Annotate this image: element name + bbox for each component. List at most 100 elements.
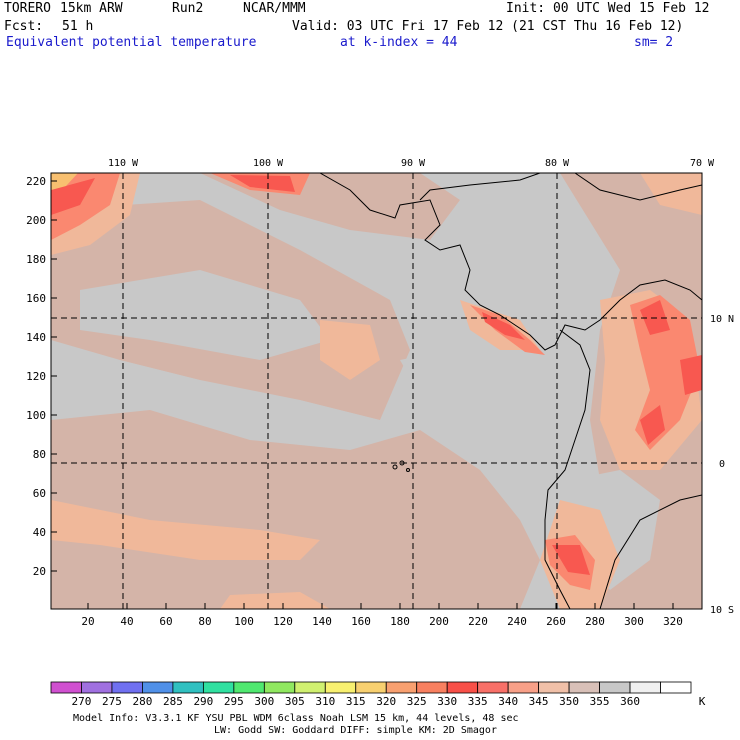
colorbar-label: 305	[285, 695, 305, 708]
lon-label: 90 W	[401, 158, 426, 169]
forecast-hour: 51 h	[62, 19, 94, 34]
colorbar-label: 340	[498, 695, 518, 708]
y-tick-label: 140	[26, 331, 46, 344]
salmon-region	[51, 500, 320, 560]
colorbar-label: 320	[376, 695, 396, 708]
smoothing-label: sm= 2	[634, 35, 674, 50]
lat-label: 0	[719, 459, 725, 470]
colorbar-label: 295	[224, 695, 244, 708]
x-tick-label: 240	[507, 615, 527, 628]
lon-label: 70 W	[690, 158, 715, 169]
colorbar-label: 290	[193, 695, 213, 708]
salmon-region	[640, 173, 702, 215]
colorbar-swatch	[50, 681, 82, 694]
y-tick-label: 100	[26, 409, 46, 422]
colorbar-label: 355	[590, 695, 610, 708]
lon-label: 110 W	[108, 158, 139, 169]
graticule	[51, 173, 702, 609]
colorbar-label: 345	[529, 695, 549, 708]
y-tick-label: 200	[26, 214, 46, 227]
colorbar-swatch	[599, 681, 631, 694]
salmon-region	[220, 592, 330, 609]
x-tick-label: 20	[81, 615, 94, 628]
colorbar-label: 315	[346, 695, 366, 708]
colorbar-swatch	[202, 681, 235, 694]
colorbar-label: 330	[437, 695, 457, 708]
x-tick-label: 320	[663, 615, 683, 628]
colorbar-swatch	[629, 681, 661, 694]
warm-region	[51, 410, 540, 609]
hot-region	[640, 405, 665, 445]
x-tick-label: 200	[429, 615, 449, 628]
x-tick-label: 180	[390, 615, 410, 628]
colorbar-swatch	[142, 681, 174, 694]
bottom-ticks: 20 40 60 80 100 120 140 160 180 200 220 240 260 280 30…	[81, 603, 683, 628]
colorbar-label: 350	[559, 695, 579, 708]
colorbar-label: 285	[163, 695, 183, 708]
x-tick-label: 100	[234, 615, 254, 628]
colorbar-swatch	[660, 681, 692, 694]
colorbar-swatch	[538, 681, 570, 694]
colorbar-label: 275	[102, 695, 122, 708]
colorbar-label: 300	[254, 695, 274, 708]
model-name: TORERO	[4, 1, 51, 16]
y-tick-label: 60	[33, 487, 46, 500]
salmon-region	[320, 320, 380, 380]
colorbar-swatch	[477, 681, 509, 694]
x-tick-label: 60	[159, 615, 172, 628]
x-tick-label: 260	[546, 615, 566, 628]
coastlines	[319, 173, 702, 609]
field-name: Equivalent potential temperature	[6, 35, 257, 50]
x-tick-label: 140	[312, 615, 332, 628]
colorbar-swatch	[233, 681, 265, 694]
colorbar-swatch	[111, 681, 143, 694]
lon-labels: 110 W 100 W 90 W 80 W 70 W	[108, 158, 715, 169]
colorbar-swatch	[416, 681, 448, 694]
left-ticks: 220 200 180 160 140 120 100 80 60 40 20	[26, 175, 57, 578]
colorbar-label: 310	[315, 695, 335, 708]
colorbar-swatch	[568, 681, 600, 694]
lon-label: 100 W	[253, 158, 284, 169]
hot-region	[630, 295, 700, 450]
x-tick-label: 120	[273, 615, 293, 628]
hot-region	[230, 175, 295, 192]
valid-time: Valid: 03 UTC Fri 17 Feb 12 (21 CST Thu …	[292, 19, 684, 34]
lat-label: 10 N	[710, 314, 734, 325]
x-tick-label: 220	[468, 615, 488, 628]
colorbar-swatch	[294, 681, 326, 694]
colorbar-label: 270	[72, 695, 92, 708]
org-label: NCAR/MMM	[243, 1, 306, 16]
y-tick-label: 80	[33, 448, 46, 461]
cool-region	[400, 340, 580, 460]
forecast-label: Fcst:	[4, 19, 44, 34]
colorbar-swatch	[263, 681, 296, 694]
init-time: Init: 00 UTC Wed 15 Feb 12	[506, 1, 710, 16]
x-tick-label: 300	[624, 615, 644, 628]
y-tick-label: 20	[33, 565, 46, 578]
colorbar-unit: K	[699, 695, 706, 708]
model-info: Model Info: V3.3.1 KF YSU PBL WDM 6class…	[73, 713, 519, 724]
colorbar-swatch	[355, 681, 387, 694]
colorbar-label: 325	[407, 695, 427, 708]
colorbar-swatch	[172, 681, 204, 694]
colorbar-swatch	[324, 681, 357, 694]
run-label: Run2	[172, 1, 204, 16]
hot-region	[552, 545, 590, 575]
colorbar-swatch	[446, 681, 479, 694]
hot-region	[680, 355, 702, 395]
model-resolution: 15km ARW	[60, 1, 123, 16]
hot-region	[51, 173, 78, 190]
physics-info: LW: Godd SW: Goddard DIFF: simple KM: 2D…	[214, 725, 497, 736]
y-tick-label: 160	[26, 292, 46, 305]
colorbar-label: 335	[468, 695, 488, 708]
y-tick-label: 40	[33, 526, 46, 539]
x-tick-label: 80	[198, 615, 211, 628]
colorbar-label: 360	[620, 695, 640, 708]
map-frame	[50, 172, 703, 610]
x-tick-label: 280	[585, 615, 605, 628]
y-tick-label: 120	[26, 370, 46, 383]
colorbar-swatch	[507, 681, 540, 694]
y-tick-label: 180	[26, 253, 46, 266]
